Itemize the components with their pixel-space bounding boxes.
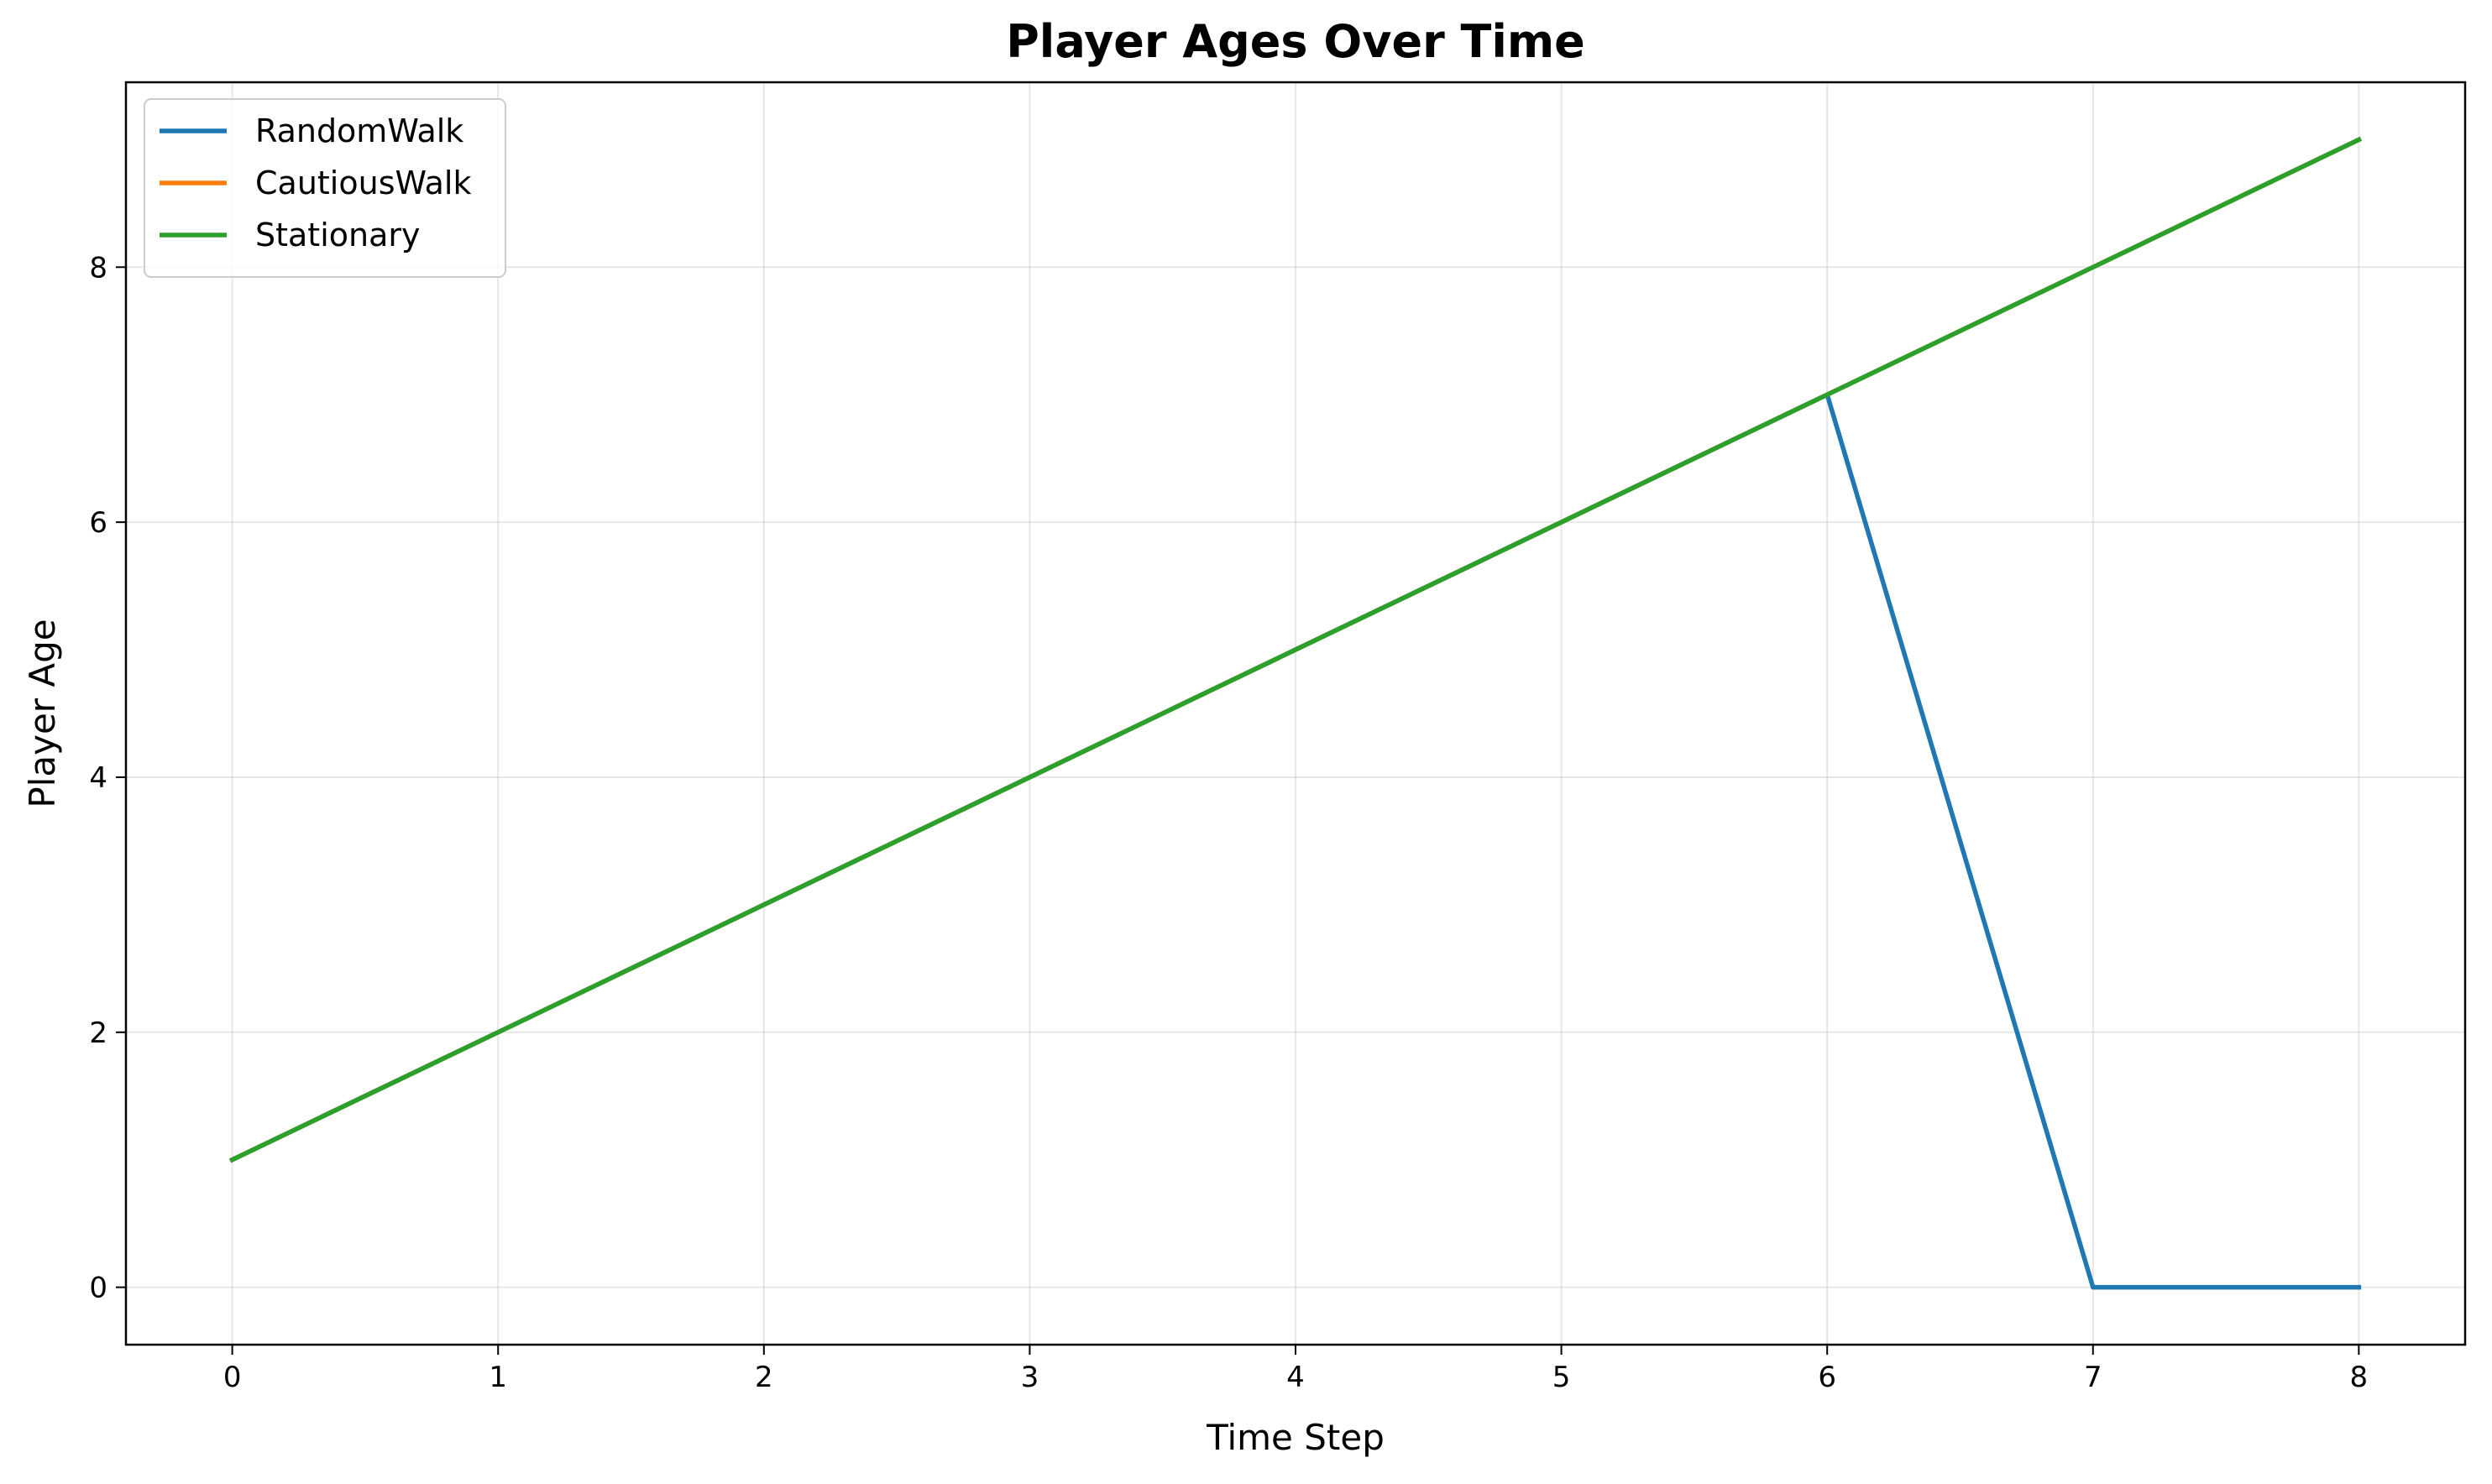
series-lines (228, 136, 2363, 1290)
x-axis-label: Time Step (1206, 1417, 1385, 1458)
x-tick-label: 3 (1021, 1361, 1039, 1394)
x-tick-label: 4 (1286, 1361, 1305, 1394)
x-tick-label: 8 (2350, 1361, 2369, 1394)
y-axis-label: Player Age (22, 619, 63, 807)
legend-box (144, 98, 506, 278)
grid-lines (126, 82, 2465, 1345)
series-line-stationary (228, 136, 2363, 1163)
y-tick-label: 8 (89, 251, 107, 285)
y-tick-label: 0 (89, 1272, 107, 1305)
x-axis-ticks: 0 1 2 3 4 5 6 7 8 (223, 1345, 2368, 1394)
x-tick-label: 6 (1818, 1361, 1836, 1394)
y-axis-ticks: 0 2 4 6 8 (89, 251, 126, 1305)
y-tick-label: 4 (89, 761, 107, 795)
x-tick-label: 2 (755, 1361, 773, 1394)
y-tick-label: 6 (89, 506, 107, 540)
legend: RandomWalk CautiousWalk Stationary (144, 98, 506, 278)
legend-label: Stationary (255, 217, 421, 253)
x-tick-label: 7 (2084, 1361, 2102, 1394)
x-tick-label: 5 (1552, 1361, 1571, 1394)
chart-title: Player Ages Over Time (1006, 15, 1585, 68)
legend-label: CautiousWalk (255, 165, 471, 201)
y-tick-label: 2 (89, 1016, 107, 1050)
x-tick-label: 0 (223, 1361, 242, 1394)
x-tick-label: 1 (489, 1361, 507, 1394)
legend-label: RandomWalk (255, 112, 463, 149)
